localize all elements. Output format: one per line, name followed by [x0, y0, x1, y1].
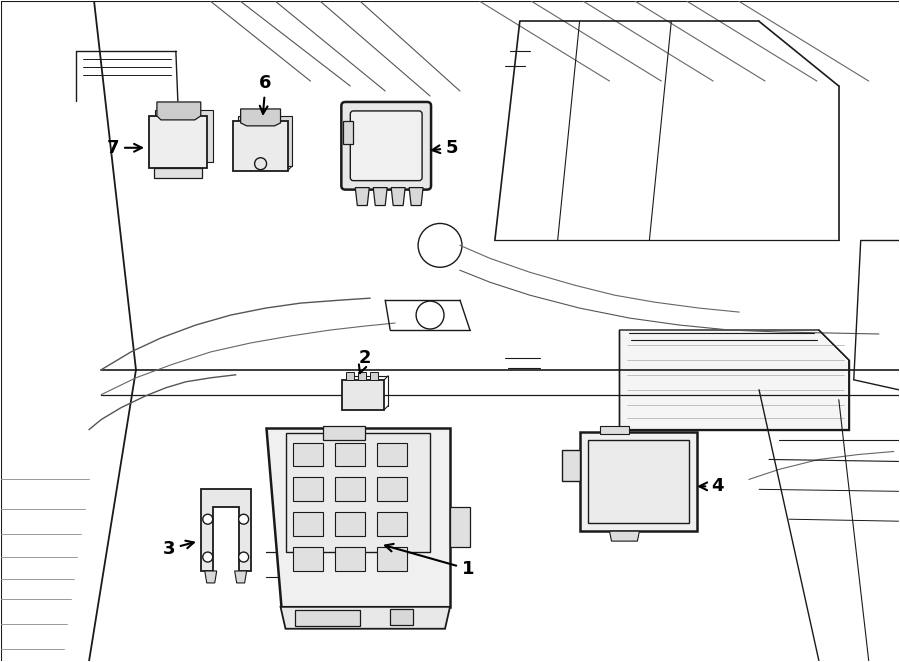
Polygon shape — [240, 109, 281, 126]
Bar — [336, 547, 365, 571]
Polygon shape — [370, 372, 378, 380]
Bar — [580, 432, 698, 531]
Bar — [148, 116, 207, 167]
Polygon shape — [346, 372, 355, 380]
Polygon shape — [235, 571, 247, 583]
Bar — [377, 442, 407, 467]
Bar — [336, 442, 365, 467]
Circle shape — [255, 158, 266, 169]
Bar — [293, 477, 323, 501]
FancyBboxPatch shape — [350, 111, 422, 181]
Bar — [233, 121, 287, 171]
Polygon shape — [281, 607, 450, 629]
Bar — [154, 167, 202, 177]
Text: 2: 2 — [359, 349, 372, 373]
Circle shape — [202, 514, 212, 524]
Polygon shape — [201, 489, 250, 571]
Polygon shape — [238, 116, 292, 166]
Circle shape — [238, 514, 248, 524]
Polygon shape — [562, 449, 580, 481]
Polygon shape — [374, 187, 387, 205]
Polygon shape — [157, 102, 201, 120]
Polygon shape — [356, 187, 369, 205]
Text: 1: 1 — [385, 544, 474, 578]
Polygon shape — [410, 187, 423, 205]
Polygon shape — [205, 571, 217, 583]
Bar — [336, 512, 365, 536]
FancyBboxPatch shape — [341, 102, 431, 189]
Text: 4: 4 — [699, 477, 724, 495]
Polygon shape — [391, 609, 413, 625]
Polygon shape — [609, 531, 639, 541]
Polygon shape — [599, 426, 629, 434]
Text: 3: 3 — [163, 540, 194, 558]
Bar — [293, 442, 323, 467]
Polygon shape — [155, 110, 212, 162]
Circle shape — [416, 301, 444, 329]
Bar — [377, 512, 407, 536]
Polygon shape — [343, 121, 354, 144]
Text: 7: 7 — [107, 139, 142, 157]
Bar — [293, 547, 323, 571]
Polygon shape — [323, 426, 365, 440]
Bar — [295, 610, 360, 626]
Bar — [336, 477, 365, 501]
Polygon shape — [450, 507, 470, 547]
Polygon shape — [392, 187, 405, 205]
Circle shape — [418, 224, 462, 267]
Bar — [293, 512, 323, 536]
Bar — [342, 380, 384, 410]
Bar — [377, 547, 407, 571]
Bar — [285, 432, 430, 552]
Polygon shape — [266, 428, 450, 607]
Bar — [588, 440, 689, 523]
Circle shape — [238, 552, 248, 562]
Circle shape — [202, 552, 212, 562]
Polygon shape — [358, 372, 366, 380]
Bar — [377, 477, 407, 501]
Text: 5: 5 — [432, 139, 458, 157]
Text: 6: 6 — [259, 74, 272, 114]
Polygon shape — [619, 330, 849, 430]
